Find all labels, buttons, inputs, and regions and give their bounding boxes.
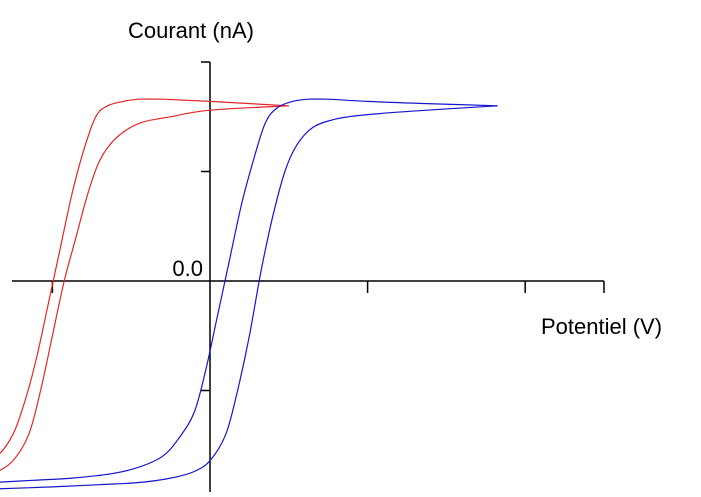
y-tick-label-0: 0.0 <box>172 256 203 281</box>
series-0-forward-line <box>0 98 289 455</box>
y-tick-labels: 0.0 <box>172 256 203 281</box>
y-ticks <box>201 61 210 392</box>
axes <box>12 61 605 492</box>
y-axis-label: Courant (nA) <box>128 18 254 43</box>
x-ticks <box>51 281 605 293</box>
x-axis-label: Potentiel (V) <box>541 314 662 339</box>
curves <box>0 98 498 490</box>
series-1-forward-line <box>0 98 498 483</box>
series-0-reverse-line <box>0 105 289 471</box>
series-1-reverse-line <box>0 105 498 490</box>
